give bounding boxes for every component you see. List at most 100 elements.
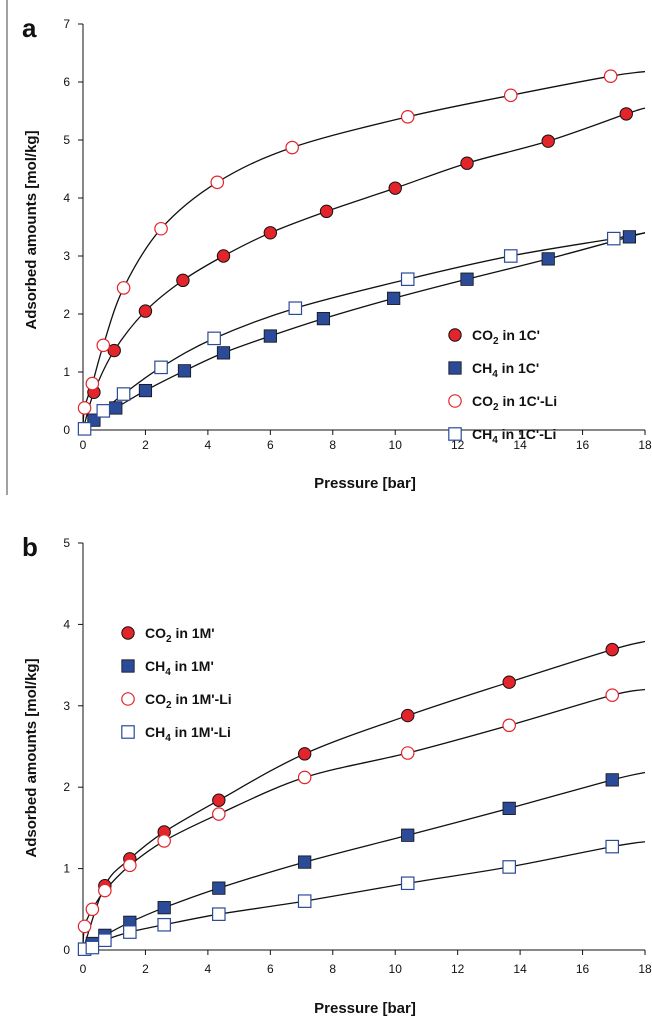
data-point	[154, 360, 168, 375]
panel-b-letter: b	[22, 532, 38, 562]
x-tick-label: 0	[80, 962, 87, 976]
y-tick-label: 5	[63, 536, 70, 550]
data-point	[297, 894, 312, 908]
data-point	[207, 331, 221, 346]
data-point	[502, 718, 516, 733]
data-point	[109, 401, 123, 415]
x-tick-label: 14	[513, 962, 527, 976]
panel-b-x-axis-label: Pressure [bar]	[314, 1000, 416, 1017]
data-point	[212, 807, 226, 821]
data-point	[297, 747, 312, 761]
data-point	[503, 88, 518, 103]
legend-marker	[448, 361, 462, 375]
data-point	[123, 858, 137, 873]
y-tick-label: 4	[63, 617, 70, 631]
data-point	[157, 834, 171, 848]
data-point	[606, 231, 621, 246]
data-point	[138, 383, 153, 398]
data-point	[212, 907, 226, 921]
x-tick-label: 16	[576, 438, 590, 452]
data-point	[297, 770, 312, 785]
data-point	[77, 401, 92, 415]
data-point	[316, 312, 331, 326]
data-point	[605, 839, 620, 854]
data-point	[116, 281, 131, 295]
legend-marker	[121, 659, 135, 673]
x-tick-label: 2	[142, 438, 149, 452]
legend-marker	[448, 394, 462, 408]
fit-curve	[82, 107, 646, 431]
data-point	[177, 364, 192, 378]
data-point	[388, 181, 402, 195]
y-tick-label: 5	[63, 133, 70, 147]
data-point	[400, 876, 415, 891]
y-tick-label: 1	[63, 862, 70, 876]
panel-a-x-axis-label: Pressure [bar]	[314, 475, 416, 492]
y-tick-label: 0	[63, 423, 70, 437]
x-tick-label: 4	[205, 438, 212, 452]
data-point	[400, 746, 415, 760]
data-point	[263, 329, 277, 343]
data-point	[603, 69, 618, 83]
y-tick-label: 1	[63, 365, 70, 379]
data-point	[123, 925, 137, 939]
data-point	[138, 304, 153, 318]
data-point	[154, 221, 168, 236]
data-point	[96, 338, 111, 353]
legend-label: CH4 in 1M'	[145, 658, 214, 678]
data-point	[212, 881, 226, 895]
data-point	[619, 107, 633, 121]
data-point	[216, 249, 231, 263]
data-point	[176, 273, 190, 288]
y-tick-label: 2	[63, 307, 70, 321]
fit-curve	[82, 232, 646, 431]
fit-curve	[82, 232, 646, 431]
data-point	[400, 110, 415, 124]
legend-label: CO2 in 1C'-Li	[472, 393, 557, 413]
data-point	[157, 901, 171, 915]
legend-label: CO2 in 1C'	[472, 327, 540, 347]
data-point	[288, 301, 303, 315]
data-point	[263, 226, 278, 240]
data-point	[605, 773, 619, 787]
y-tick-label: 6	[63, 75, 70, 89]
x-tick-label: 14	[513, 438, 527, 452]
x-tick-label: 8	[329, 438, 336, 452]
x-tick-label: 0	[80, 438, 87, 452]
data-point	[298, 855, 312, 869]
x-tick-label: 4	[205, 962, 212, 976]
x-tick-label: 12	[451, 438, 465, 452]
data-point	[210, 175, 225, 190]
data-point	[387, 291, 401, 305]
x-tick-label: 18	[638, 962, 652, 976]
data-point	[605, 688, 620, 703]
fit-curve	[82, 841, 646, 951]
chart-panel-a: a Adsorbed amounts [mol/kg] Pressure [ba…	[22, 13, 652, 492]
y-tick-label: 2	[63, 780, 70, 794]
x-tick-label: 6	[267, 438, 274, 452]
panel-a-letter: a	[22, 13, 37, 43]
legend-label: CO2 in 1M'-Li	[145, 691, 232, 711]
data-point	[503, 249, 518, 263]
data-point	[77, 422, 92, 436]
x-tick-label: 6	[267, 962, 274, 976]
data-point	[85, 940, 100, 955]
data-point	[77, 919, 92, 934]
fit-curve	[82, 70, 646, 431]
data-point	[622, 230, 636, 244]
panel-a-y-axis-label: Adsorbed amounts [mol/kg]	[23, 130, 40, 329]
data-point	[85, 376, 100, 391]
data-point	[460, 272, 474, 286]
data-point	[401, 828, 415, 842]
x-tick-label: 18	[638, 438, 652, 452]
y-tick-label: 0	[63, 943, 70, 957]
data-point	[460, 156, 474, 170]
legend-marker	[448, 328, 462, 342]
x-tick-label: 8	[329, 962, 336, 976]
legend-marker	[121, 626, 135, 640]
data-point	[157, 917, 171, 932]
data-point	[400, 272, 415, 286]
legend-marker	[121, 725, 135, 739]
data-point	[605, 642, 619, 657]
